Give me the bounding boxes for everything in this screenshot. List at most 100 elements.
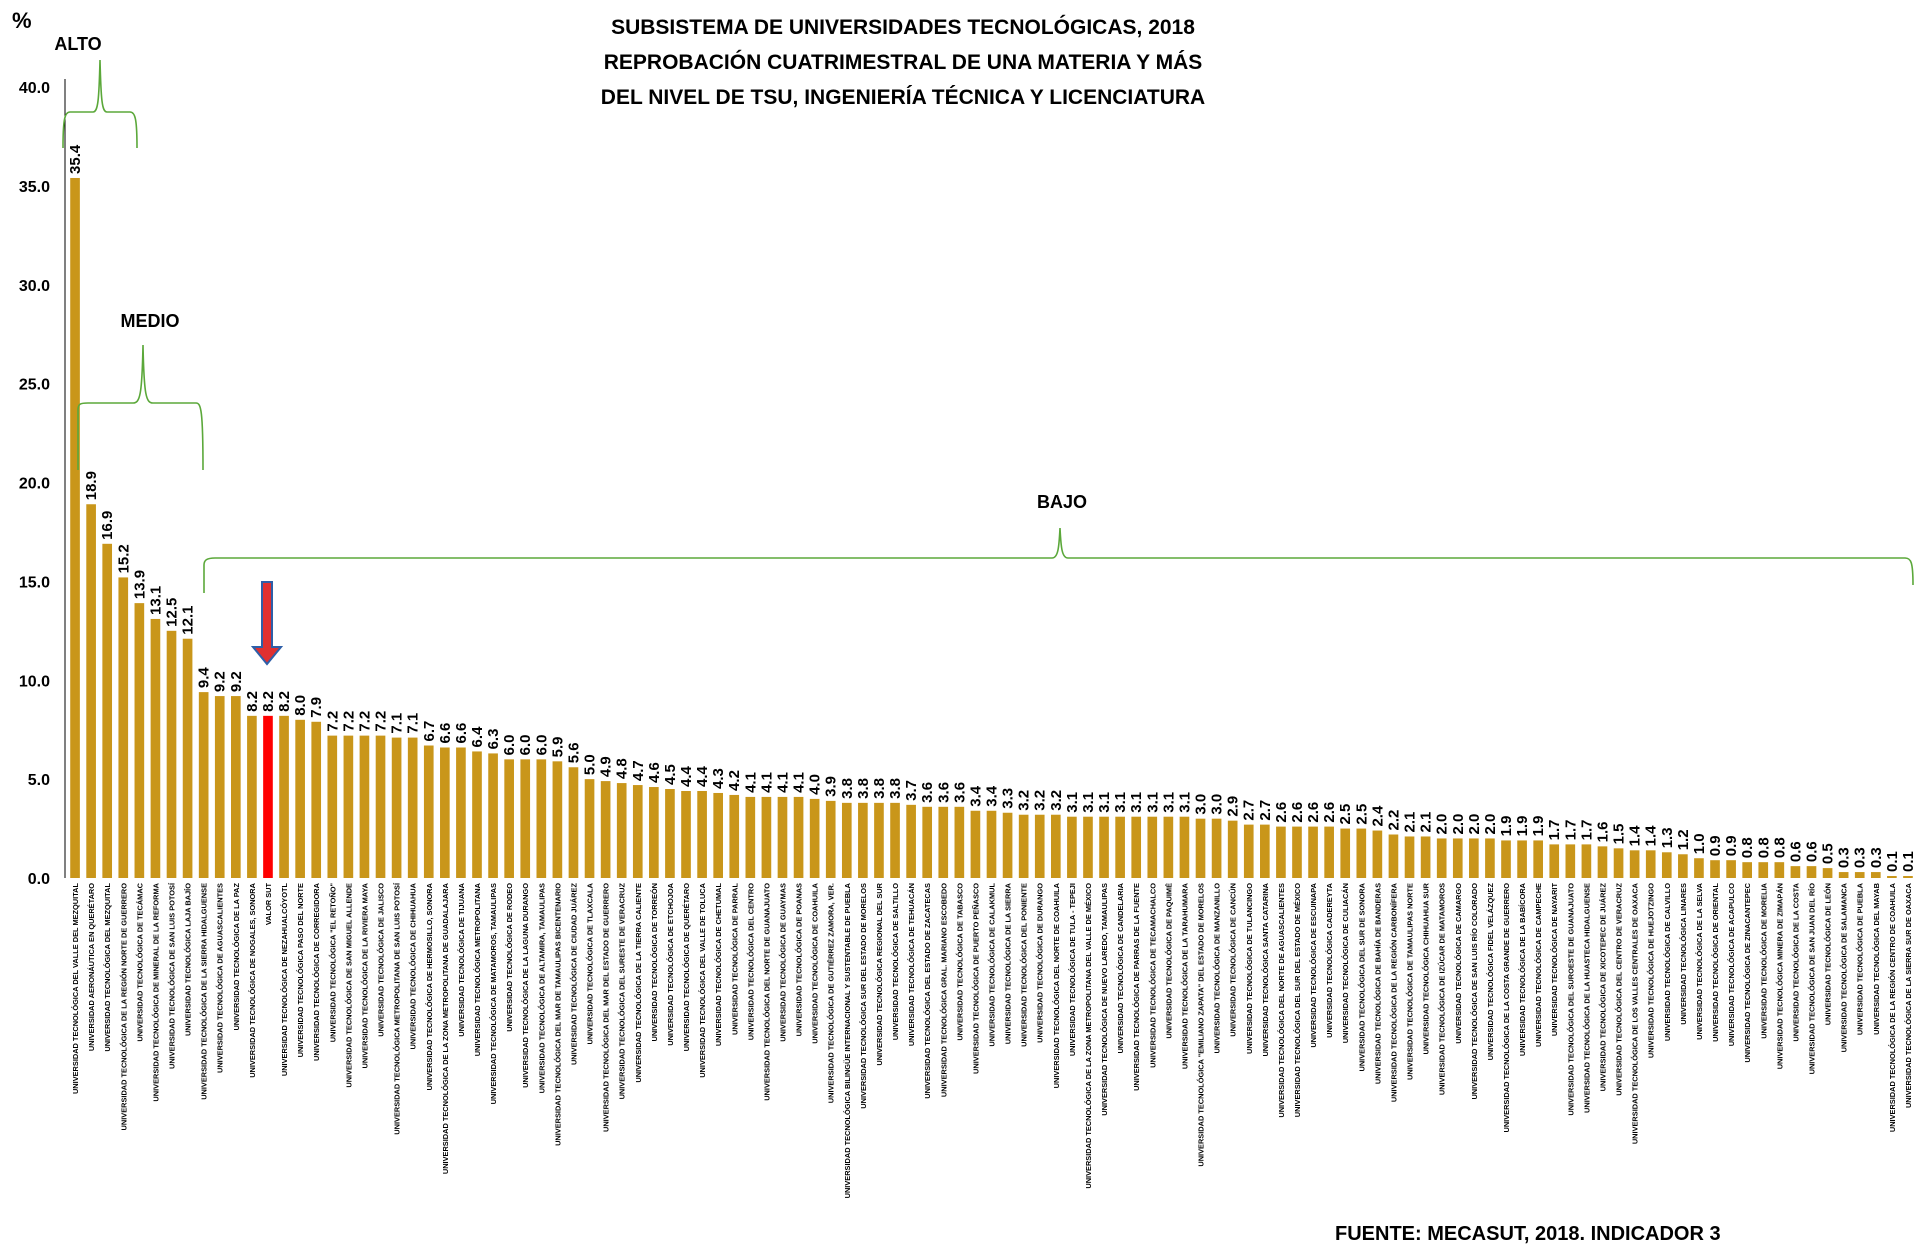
category-label: UNIVERSIDAD TECNOLÓGICA DE NUEVO LAREDO,…: [1100, 883, 1109, 1116]
category-label: UNIVERSIDAD TECNOLÓGICA DE LA HUASTECA H…: [1582, 883, 1591, 1113]
bar: [1870, 872, 1881, 878]
category-label: UNIVERSIDAD TECNOLÓGICA PASO DEL NORTE: [296, 883, 305, 1057]
value-label: 6.0: [501, 734, 518, 755]
value-label: 9.2: [228, 671, 245, 692]
category-label: UNIVERSIDAD TECNOLÓGICA DE TABASCO: [955, 883, 964, 1041]
category-label: UNIVERSIDAD TECNOLÓGICA DEL PONIENTE: [1020, 883, 1029, 1047]
value-label: 3.3: [1000, 788, 1017, 809]
value-label: 0.9: [1707, 835, 1724, 856]
value-label: 2.7: [1257, 800, 1274, 821]
bar: [616, 783, 627, 878]
bar: [632, 785, 643, 878]
category-label: UNIVERSIDAD TECNOLÓGICA DEL NORTE DE COA…: [1052, 882, 1061, 1088]
category-label: UNIVERSIDAD TECNOLÓGICA DEL MAR DEL ESTA…: [602, 883, 611, 1132]
category-label: UNIVERSIDAD TECNOLÓGICA DE ZINACANTEPEC: [1743, 882, 1752, 1062]
category-label: UNIVERSIDAD TECNOLÓGICA DE BAHÍA DE BAND…: [1373, 883, 1382, 1084]
value-label: 0.6: [1803, 841, 1820, 862]
value-label: 7.2: [340, 711, 357, 732]
bar: [102, 543, 113, 878]
bar: [1018, 814, 1029, 878]
chart-title-line-1: SUBSISTEMA DE UNIVERSIDADES TECNOLÓGICAS…: [611, 15, 1195, 39]
value-label: 6.7: [421, 721, 438, 742]
bar: [1099, 816, 1109, 878]
value-label: 0.8: [1755, 837, 1772, 858]
category-label: UNIVERSIDAD TECNOLÓGICA DE CULIACÁN: [1341, 883, 1350, 1043]
value-label: 0.8: [1771, 837, 1788, 858]
value-label: 1.6: [1594, 822, 1611, 843]
category-labels: UNIVERSIDAD TECNOLÓGICA DEL VALLE DEL ME…: [71, 882, 1913, 1198]
bar: [327, 735, 338, 878]
bar: [970, 810, 981, 878]
category-label: UNIVERSIDAD TECNOLÓGICA DE CANCÚN: [1229, 883, 1238, 1037]
category-label: UNIVERSIDAD TECNOLÓGICA DE MINERAL DE LA…: [151, 882, 160, 1101]
category-label: UNIVERSIDAD TECNOLÓGICA DEL VALLE DE TOL…: [698, 882, 707, 1077]
value-label: 9.4: [196, 667, 213, 689]
bar: [440, 747, 450, 878]
value-label: 18.9: [83, 471, 100, 500]
value-label: 6.0: [517, 734, 534, 755]
value-label: 2.5: [1353, 804, 1370, 825]
value-label: 2.6: [1273, 802, 1290, 823]
bar: [890, 802, 900, 878]
bar: [231, 696, 241, 878]
category-label: UNIVERSIDAD TECNOLÓGICA DE PAQUIMÉ: [1164, 883, 1173, 1039]
category-label: UNIVERSIDAD TECNOLÓGICA DE CALAKMUL: [988, 883, 997, 1047]
category-label: UNIVERSIDAD TECNOLÓGICA DE ETCHOJOA: [666, 882, 675, 1045]
category-label: UNIVERSIDAD TECNOLÓGICA DE LA SIERRA: [1004, 882, 1013, 1044]
value-label: 12.1: [180, 606, 197, 635]
alto-label: ALTO: [54, 34, 101, 54]
band-brackets: ALTO MEDIO BAJO: [54, 34, 1914, 593]
bar: [1404, 836, 1415, 878]
category-label: UNIVERSIDAD TECNOLÓGICA DE LA PAZ: [232, 883, 241, 1031]
value-label: 5.0: [582, 754, 599, 775]
category-label: UNIVERSIDAD TECNOLÓGICA DE TULANCINGO: [1245, 883, 1254, 1054]
category-label: UNIVERSIDAD TECNOLÓGICA SUR DEL ESTADO D…: [859, 883, 868, 1109]
value-label: 1.0: [1691, 833, 1708, 854]
value-label: 0.5: [1820, 843, 1837, 864]
value-label: 2.0: [1482, 814, 1499, 835]
value-label: 3.2: [1032, 790, 1049, 811]
bar: [295, 719, 305, 878]
value-label: 13.9: [131, 570, 148, 599]
value-label: 4.4: [694, 765, 711, 787]
bar: [1115, 816, 1125, 878]
category-label: VALOR SUT: [264, 883, 273, 926]
value-label: 4.1: [758, 772, 775, 793]
bar: [777, 796, 788, 878]
category-label: UNIVERSIDAD TECNOLÓGICA DE JALISCO: [377, 883, 386, 1037]
value-label: 0.3: [1852, 847, 1869, 868]
bar: [1260, 824, 1270, 878]
bar: [858, 802, 868, 878]
bar: [1694, 858, 1704, 878]
bar: [198, 692, 209, 878]
category-label: UNIVERSIDAD TECNOLÓGICA DE CHIHUAHUA: [409, 882, 418, 1049]
sut-arrow-icon: [250, 581, 284, 666]
category-label: UNIVERSIDAD TECNOLÓGICA DE TAMAULIPAS NO…: [1406, 883, 1415, 1080]
bar: [1372, 830, 1383, 878]
bar: [1324, 826, 1334, 878]
value-label: 3.1: [1160, 792, 1177, 813]
value-label: 2.1: [1402, 812, 1419, 833]
bar: [1388, 834, 1399, 878]
category-label: UNIVERSIDAD TECNOLÓGICA DE RODEO: [505, 883, 514, 1032]
value-label: 6.3: [485, 729, 502, 750]
bar: [1356, 828, 1367, 878]
bar: [649, 787, 659, 878]
bar: [1903, 876, 1913, 878]
bar: [841, 802, 852, 878]
category-label: UNIVERSIDAD TECNOLÓGICA LINARES: [1679, 883, 1688, 1025]
category-label: UNIVERSIDAD TECNOLÓGICA REGIONAL DEL SUR: [875, 882, 884, 1065]
category-label: UNIVERSIDAD TECNOLÓGICA DE LEÓN: [1824, 883, 1833, 1025]
bar: [1179, 816, 1190, 878]
value-label: 2.0: [1466, 814, 1483, 835]
value-label: 4.7: [630, 760, 647, 781]
bar: [1243, 824, 1254, 878]
bar: [150, 618, 161, 878]
bar: [1565, 844, 1576, 878]
bar: [1887, 876, 1897, 878]
value-label: 3.8: [839, 778, 856, 799]
medio-label: MEDIO: [120, 311, 179, 331]
value-label: 3.7: [903, 780, 920, 801]
value-label: 9.2: [212, 671, 229, 692]
category-label: UNIVERSIDAD TECNOLÓGICA DE LA COSTA: [1791, 882, 1800, 1041]
